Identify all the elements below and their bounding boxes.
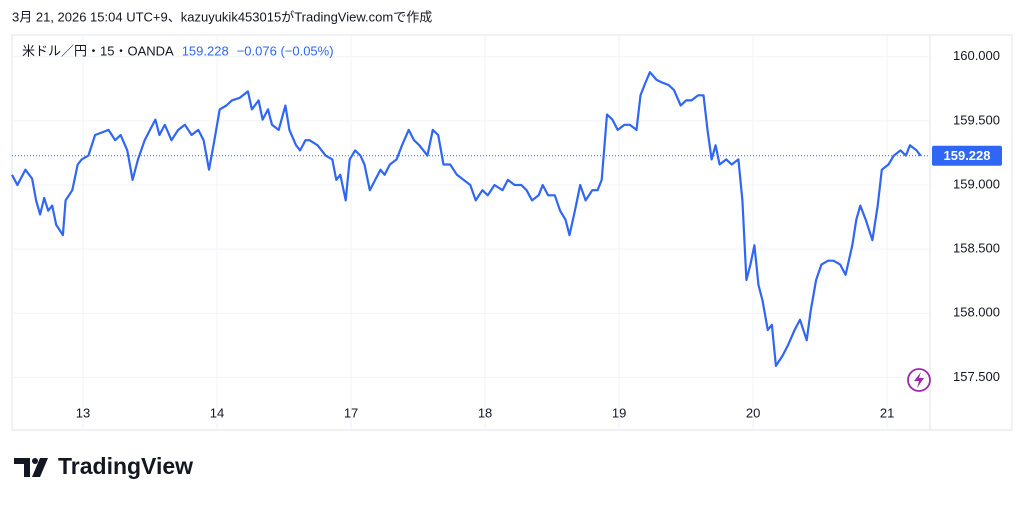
- header: 3月 21, 2026 15:04 UTC+9、kazuyukik453015が…: [12, 9, 432, 24]
- last-price-box: [932, 145, 1002, 166]
- x-tick-label: 14: [210, 405, 224, 420]
- logo: TradingView: [14, 453, 193, 479]
- y-tick-label: 159.000: [953, 176, 1000, 191]
- x-tick-label: 17: [344, 405, 358, 420]
- last-price-label: 159.228: [944, 148, 991, 163]
- x-tick-label: 18: [478, 405, 492, 420]
- last-price: 159.228: [182, 43, 229, 58]
- y-tick-label: 158.000: [953, 305, 1000, 320]
- logo-text: TradingView: [58, 453, 193, 479]
- lightning-icon: [907, 368, 931, 392]
- y-tick-label: 157.500: [953, 369, 1000, 384]
- y-tick-label: 160.000: [953, 48, 1000, 63]
- legend: 米ドル／円・15・OANDA 159.228 −0.076 (−0.05%): [22, 43, 334, 58]
- x-tick-label: 19: [612, 405, 626, 420]
- symbol: 米ドル／円・15・OANDA: [22, 43, 174, 58]
- x-tick-label: 20: [746, 405, 760, 420]
- x-tick-label: 21: [880, 405, 894, 420]
- x-tick-label: 13: [76, 405, 90, 420]
- change: −0.076 (−0.05%): [237, 43, 334, 58]
- y-tick-label: 158.500: [953, 241, 1000, 256]
- price-line: [11, 71, 922, 367]
- y-tick-label: 159.500: [953, 112, 1000, 127]
